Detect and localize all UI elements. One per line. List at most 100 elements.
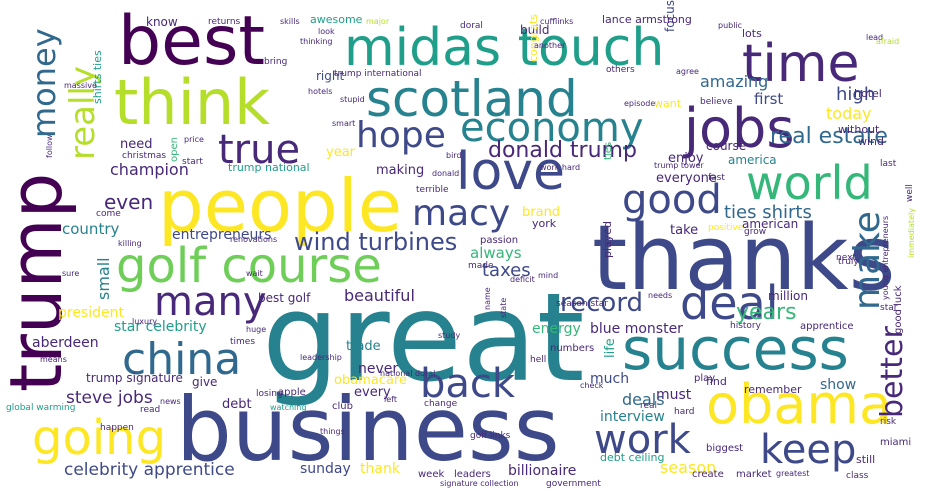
word-biggest: biggest: [706, 443, 744, 454]
word-grow: grow: [744, 227, 767, 237]
word-back: back: [420, 361, 516, 407]
word-golf-links: golf links: [470, 431, 511, 441]
word-happen: happen: [100, 423, 134, 433]
word-york: york: [532, 217, 557, 230]
word-find: find: [706, 375, 727, 388]
word-read: read: [140, 405, 161, 415]
word-smart: smart: [332, 119, 356, 128]
word-many: many: [154, 279, 267, 325]
word-course: course: [706, 139, 747, 153]
word-even: even: [104, 190, 154, 214]
word-signature-collection: signature collection: [440, 479, 519, 488]
word-making: making: [376, 163, 425, 178]
word-look: look: [318, 27, 335, 36]
word-congrats: congrats: [527, 13, 540, 62]
word-thanks: thanks: [592, 206, 896, 311]
word-work: work: [594, 417, 691, 463]
word-scotland: scotland: [366, 70, 578, 128]
word-government: government: [546, 479, 601, 489]
word-aberdeen: aberdeen: [32, 335, 99, 351]
word-market: market: [736, 469, 772, 480]
word-club: club: [332, 401, 353, 412]
word-season: season: [660, 458, 717, 477]
word-brand: brand: [522, 205, 561, 220]
word-change: change: [424, 399, 458, 409]
word-must: must: [656, 387, 692, 403]
word-losing: losing: [256, 389, 283, 399]
word-america: america: [728, 153, 777, 167]
word-state: state: [499, 297, 508, 318]
word-come: come: [96, 209, 121, 219]
word-deals: deals: [622, 390, 665, 409]
word-debt: debt: [222, 397, 252, 412]
word-study: study: [438, 331, 461, 340]
word-terrible: terrible: [416, 185, 449, 195]
word-shirts-ties: shirts ties: [91, 50, 104, 104]
word-thank: thank: [360, 461, 400, 477]
word-things: things: [320, 427, 345, 436]
word-afraid: afraid: [876, 37, 900, 46]
word-played: played: [601, 220, 614, 258]
word-lance-armstrong: lance armstrong: [602, 13, 692, 26]
word-start: start: [182, 157, 203, 167]
word-stupid: stupid: [340, 95, 365, 104]
word-truly: truly: [838, 257, 859, 267]
word-play: play: [694, 373, 716, 384]
word-ties-shirts: ties shirts: [724, 202, 812, 223]
word-history: history: [730, 321, 761, 331]
word-episode: episode: [624, 99, 656, 108]
word-economy: economy: [460, 105, 644, 151]
word-left: left: [384, 395, 397, 404]
word-time: time: [742, 34, 860, 94]
word-skills: skills: [280, 17, 300, 26]
word-numbers: numbers: [550, 343, 595, 354]
word-sure: sure: [62, 269, 80, 278]
word-watching: watching: [270, 403, 307, 412]
word-record: record: [560, 288, 644, 318]
word-another: another: [534, 41, 566, 50]
word-miami: miami: [880, 437, 912, 448]
word-public: public: [718, 21, 743, 30]
word-hard: hard: [674, 407, 695, 417]
word-wait: wait: [246, 269, 263, 278]
word-deficit: deficit: [510, 275, 535, 284]
word-every: every: [354, 385, 391, 400]
word-real: real: [640, 401, 658, 411]
word-hotel: hotel: [854, 87, 882, 100]
word-major: major: [366, 17, 390, 26]
word-times: times: [230, 337, 256, 347]
word-next: next: [836, 253, 856, 263]
word-apple: apple: [278, 387, 306, 398]
word-american: american: [742, 217, 799, 231]
word-apprentice: apprentice: [800, 321, 854, 332]
word-national-doral: national doral: [380, 369, 436, 378]
word-amazing: amazing: [700, 72, 769, 91]
word-right: right: [316, 69, 345, 83]
word-take: take: [670, 223, 699, 238]
word-debt-ceiling: debt ceiling: [600, 451, 665, 464]
word-global-warming: global warming: [6, 403, 76, 413]
word-last: last: [880, 159, 897, 169]
word-money: money: [25, 28, 63, 138]
word-needs: needs: [648, 291, 673, 300]
word-remember: remember: [744, 383, 802, 396]
word-bring: bring: [264, 57, 288, 67]
word-well: well: [905, 184, 915, 202]
word-christmas: christmas: [122, 151, 167, 161]
word-risk: risk: [880, 417, 897, 427]
word-energy: energy: [532, 321, 581, 337]
word-always: always: [470, 244, 522, 262]
word-never: never: [358, 361, 399, 377]
word-going: going: [32, 410, 167, 466]
word-give: give: [192, 375, 218, 389]
word-class: class: [846, 471, 869, 481]
word-agree: agree: [676, 67, 699, 76]
word-china: china: [122, 334, 242, 385]
word-enjoy: enjoy: [668, 151, 704, 166]
word-years: years: [736, 300, 797, 325]
word-beautiful: beautiful: [344, 286, 415, 305]
word-midas-touch: midas touch: [344, 18, 665, 78]
word-golf-course: golf course: [116, 238, 382, 294]
word-best: best: [118, 2, 266, 81]
